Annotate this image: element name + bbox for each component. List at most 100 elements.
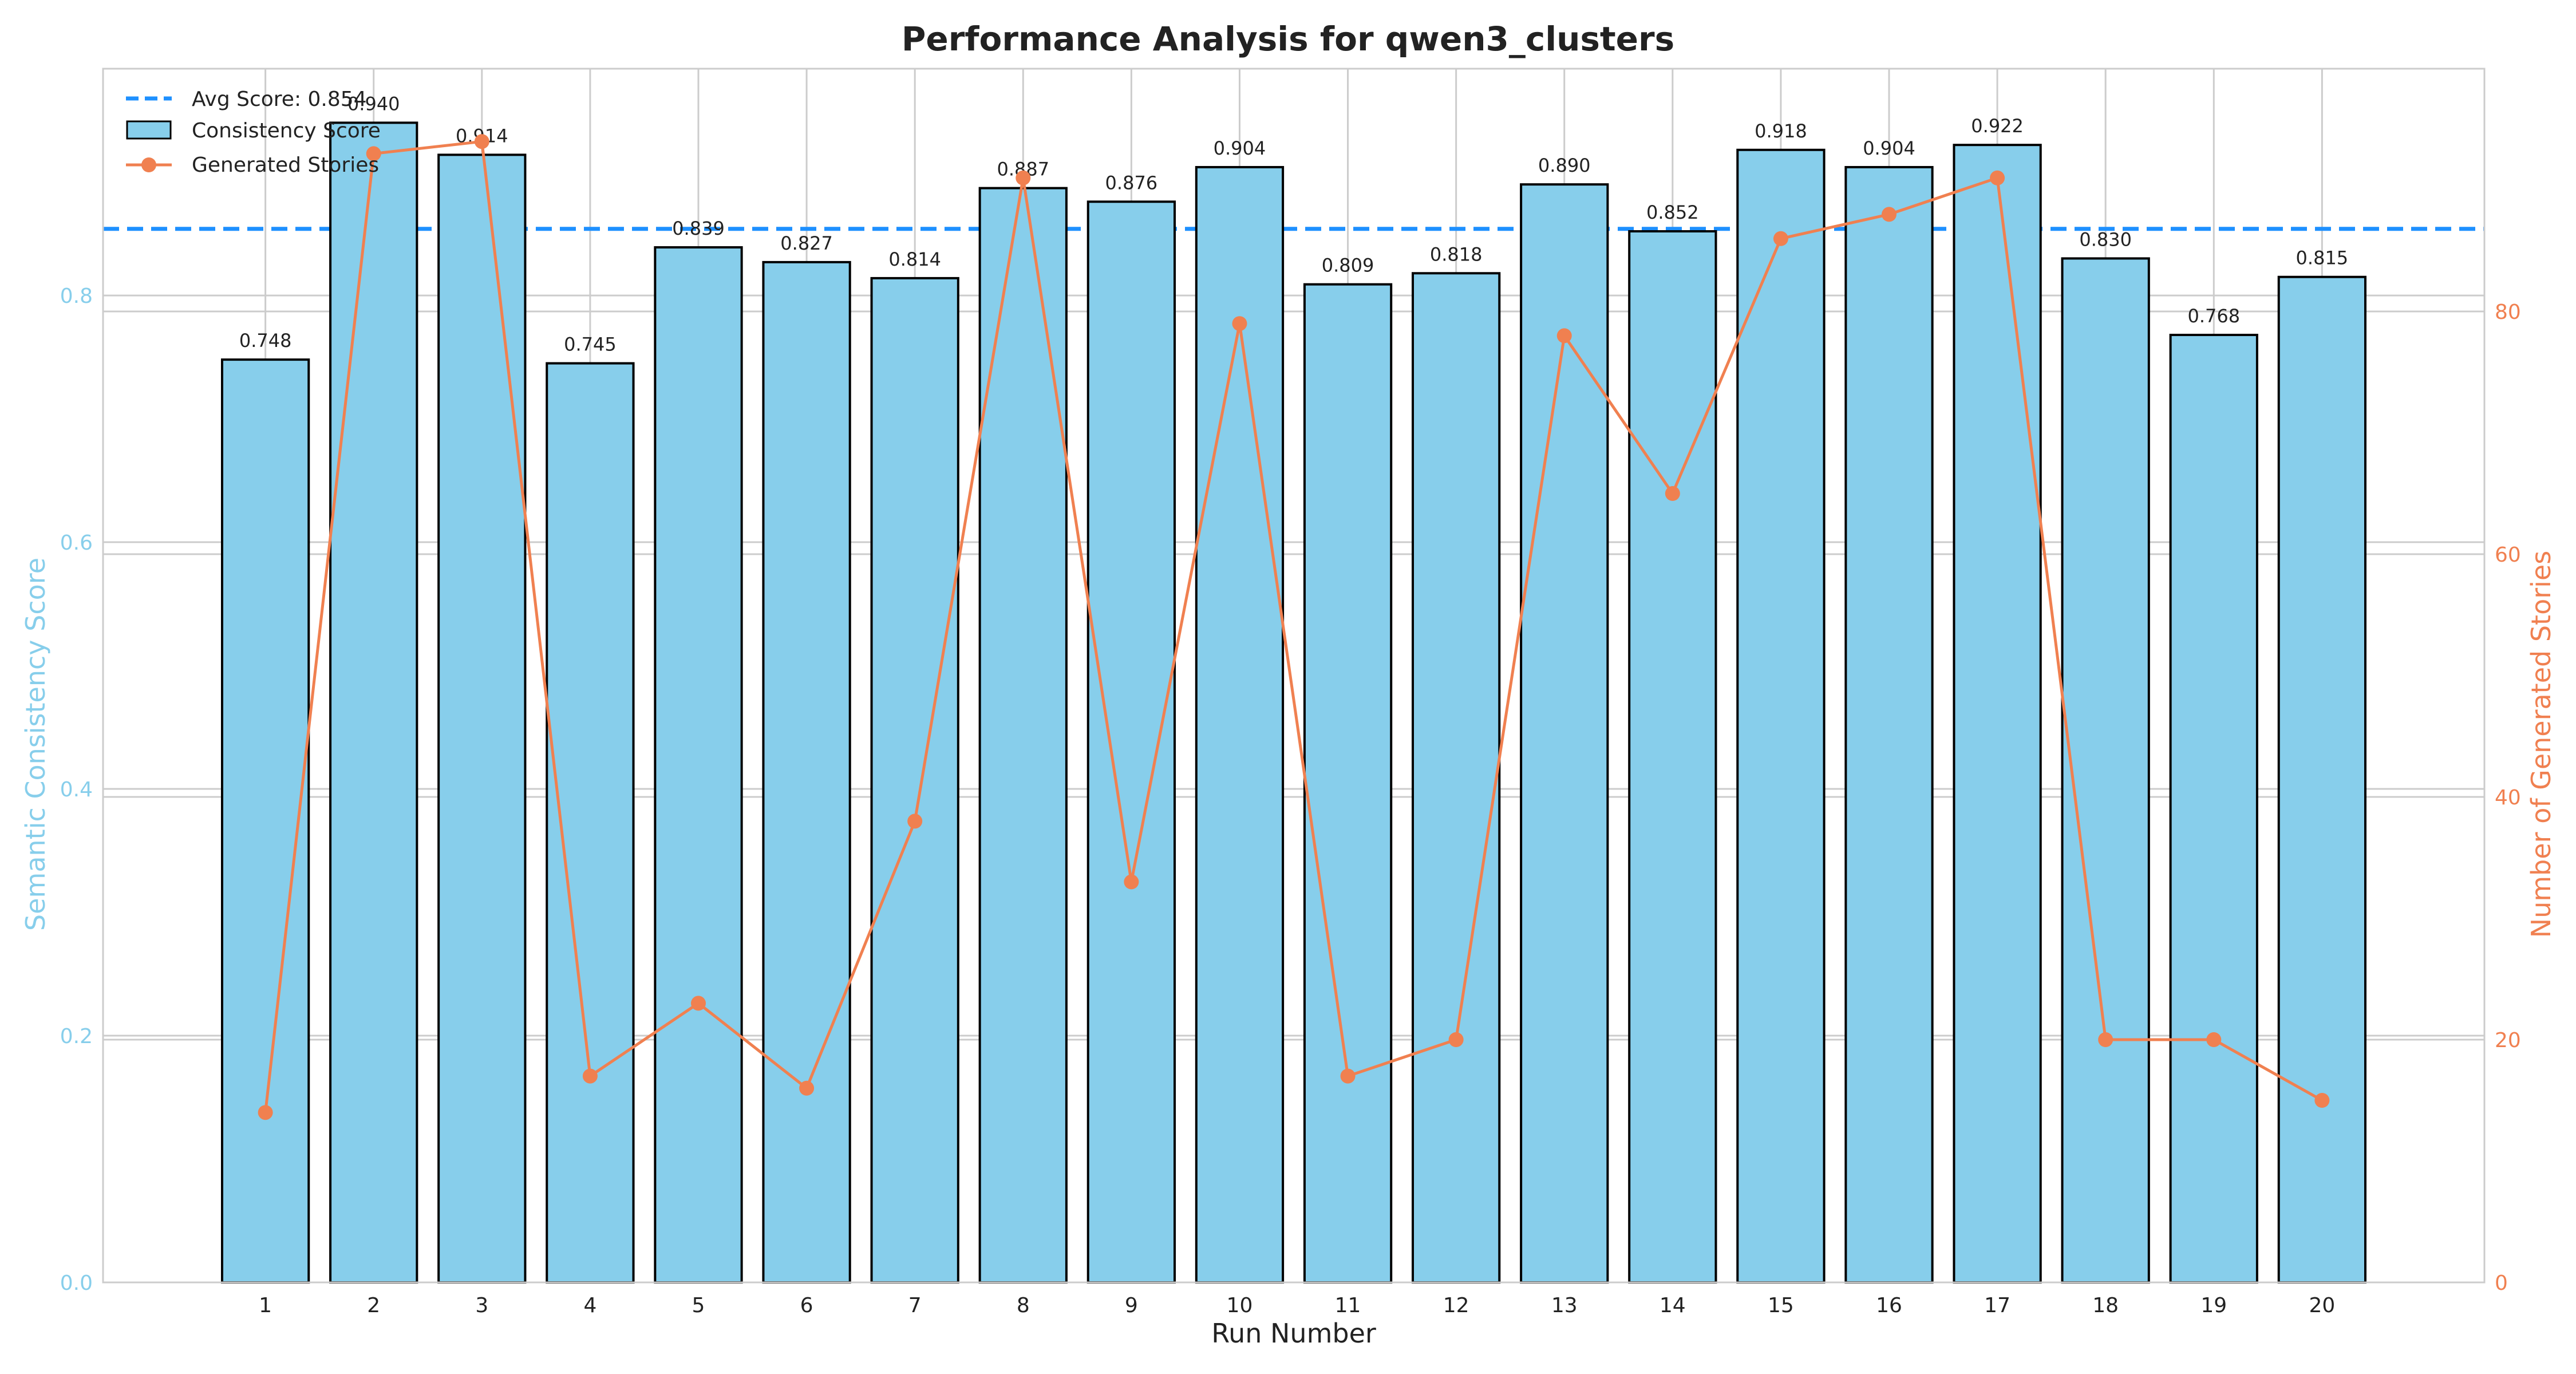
stories-point-run-2 [366,146,381,161]
bar-run-20 [2277,275,2367,1284]
stories-point-run-13 [1556,328,1572,344]
x-tick-label: 5 [692,1294,705,1317]
plot-frame [102,68,2486,1284]
bar-label-run-9: 0.876 [1105,172,1158,194]
bar-label-run-10: 0.904 [1214,137,1266,159]
bar-label-run-2: 0.940 [347,93,400,114]
y-axis-right-label: Number of Generated Stories [2526,551,2557,938]
stories-point-run-6 [799,1080,815,1096]
bar-label-run-13: 0.890 [1538,155,1591,176]
x-tick-label: 17 [1984,1294,2010,1317]
x-tick-label: 6 [800,1294,813,1317]
bar-label-run-7: 0.814 [888,248,941,270]
bar-run-14 [1628,230,1717,1284]
bar-run-6 [762,260,851,1284]
stories-point-run-15 [1773,231,1788,246]
legend-avg-label: Avg Score: 0.854 [192,88,367,111]
bar-run-18 [2061,257,2150,1284]
stories-point-run-16 [1882,207,1897,222]
x-tick-label: 16 [1876,1294,1902,1317]
bar-label-run-14: 0.852 [1646,202,1699,223]
y-axis-left-label: Semantic Consistency Score [20,558,51,931]
stories-point-run-11 [1340,1068,1356,1084]
bar-label-run-20: 0.815 [2296,247,2349,269]
y-tick-left: 0.2 [60,1025,93,1048]
y-tick-right: 20 [2495,1029,2521,1052]
bar-label-run-6: 0.827 [780,232,833,254]
legend-bar-swatch [126,120,172,140]
stories-point-run-8 [1016,170,1031,185]
stories-point-run-3 [474,134,489,149]
bar-label-run-15: 0.918 [1755,120,1807,142]
legend-line-marker [141,157,156,172]
y-tick-right: 0 [2495,1272,2508,1295]
x-tick-label: 12 [1443,1294,1469,1317]
bar-value-labels: 0.7480.9400.9140.7450.8390.8270.8140.887… [239,93,2348,355]
x-tick-label: 9 [1125,1294,1138,1317]
bar-label-run-1: 0.748 [239,330,292,352]
consistency-bars [221,121,2367,1284]
bar-run-13 [1520,183,1609,1284]
bar-label-run-16: 0.904 [1863,137,1915,159]
x-tick-label: 14 [1660,1294,1686,1317]
y-tick-right: 80 [2495,301,2521,324]
stories-point-run-10 [1232,316,1247,331]
stories-point-run-18 [2098,1032,2113,1047]
stories-point-run-7 [907,814,923,829]
bar-run-1 [221,358,310,1284]
bar-label-run-11: 0.809 [1322,255,1374,277]
stories-polyline [264,140,2323,1113]
bar-label-run-19: 0.768 [2187,305,2240,327]
x-tick-label: 11 [1335,1294,1361,1317]
bar-run-12 [1412,272,1501,1284]
stories-point-run-12 [1448,1032,1464,1047]
x-tick-label: 13 [1551,1294,1578,1317]
bar-run-5 [654,246,743,1284]
stories-point-run-17 [1990,170,2005,185]
bar-label-run-12: 0.818 [1430,243,1483,265]
x-axis-label: Run Number [1211,1318,1376,1349]
stories-point-run-14 [1665,486,1680,501]
bar-label-run-17: 0.922 [1971,115,2024,137]
x-tick-label: 18 [2092,1294,2119,1317]
x-tick-label: 2 [367,1294,380,1317]
x-tick-label: 4 [583,1294,596,1317]
y-tick-left: 0.4 [60,778,93,802]
x-tick-label: 7 [908,1294,922,1317]
bar-label-run-18: 0.830 [2079,228,2132,250]
bar-run-19 [2169,334,2258,1284]
y-tick-left: 0.0 [60,1272,93,1295]
x-tick-label: 1 [259,1294,272,1317]
bar-run-17 [1953,144,2042,1284]
x-tick-label: 3 [475,1294,488,1317]
legend-line-label: Generated Stories [192,153,379,177]
bar-run-15 [1736,148,1826,1284]
x-tick-label: 20 [2309,1294,2335,1317]
bar-label-run-5: 0.839 [672,218,725,239]
chart-title: Performance Analysis for qwen3_clusters [902,19,1674,58]
bar-run-9 [1086,200,1176,1284]
stories-point-run-19 [2206,1032,2222,1047]
bar-run-10 [1195,165,1285,1284]
bar-run-7 [870,277,959,1284]
y-tick-left: 0.8 [60,285,93,308]
legend-bar-label: Consistency Score [192,119,381,143]
stories-point-run-20 [2314,1093,2330,1108]
bar-run-3 [437,153,527,1284]
bar-run-16 [1844,165,1934,1284]
y-tick-right: 40 [2495,786,2521,810]
stories-point-run-5 [691,996,706,1011]
bar-run-2 [329,121,418,1284]
legend: Avg Score: 0.854 Consistency Score Gener… [126,88,381,177]
stories-point-run-9 [1124,874,1139,890]
bar-label-run-4: 0.745 [564,334,617,356]
stories-point-run-1 [258,1105,273,1120]
bar-run-11 [1303,283,1393,1284]
y-tick-right: 60 [2495,543,2521,567]
y-tick-left: 0.6 [60,531,93,555]
generated-stories-line [258,134,2330,1120]
x-tick-label: 15 [1768,1294,1794,1317]
stories-point-run-4 [582,1068,598,1084]
